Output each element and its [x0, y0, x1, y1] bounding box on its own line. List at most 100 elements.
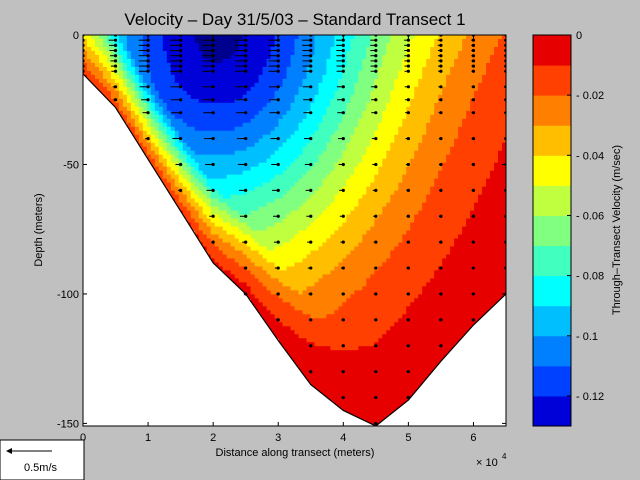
contour-cell	[366, 378, 371, 383]
contour-cell	[210, 122, 216, 128]
contour-cell	[226, 190, 232, 196]
contour-cell	[230, 206, 236, 212]
contour-cell	[310, 146, 316, 152]
contour-cell	[394, 218, 399, 224]
contour-cell	[158, 146, 164, 152]
contour-cell	[258, 94, 264, 100]
contour-cell	[378, 254, 383, 260]
contour-cell	[190, 42, 196, 48]
contour-cell	[382, 238, 387, 244]
contour-cell	[302, 118, 308, 124]
contour-cell	[354, 226, 359, 232]
contour-cell	[326, 230, 332, 236]
contour-cell	[310, 194, 316, 200]
contour-cell	[398, 326, 403, 331]
contour-cell	[318, 74, 324, 80]
contour-cell	[282, 238, 288, 244]
contour-cell	[214, 38, 220, 44]
contour-cell	[342, 198, 347, 204]
contour-cell	[366, 246, 371, 252]
contour-cell	[346, 402, 351, 407]
contour-cell	[382, 378, 387, 383]
contour-cell	[262, 210, 268, 216]
contour-cell	[378, 330, 383, 335]
contour-cell	[266, 310, 272, 315]
contour-cell	[342, 390, 347, 395]
contour-cell	[150, 134, 156, 140]
contour-cell	[394, 166, 399, 172]
contour-cell	[158, 50, 164, 56]
contour-cell	[214, 130, 220, 136]
contour-cell	[286, 326, 292, 331]
contour-cell	[83, 58, 88, 64]
contour-cell	[366, 170, 371, 176]
contour-cell	[334, 110, 339, 116]
contour-cell	[290, 170, 296, 176]
contour-cell	[262, 154, 268, 160]
contour-cell	[262, 62, 268, 68]
contour-cell	[178, 190, 184, 196]
contour-cell	[342, 350, 347, 355]
contour-cell	[238, 246, 244, 252]
contour-cell	[94, 74, 100, 80]
contour-cell	[142, 66, 148, 72]
contour-cell	[390, 174, 395, 180]
contour-cell	[350, 122, 355, 128]
contour-cell	[306, 86, 312, 92]
contour-cell	[258, 46, 264, 52]
contour-cell	[386, 386, 391, 391]
contour-cell	[210, 218, 216, 224]
contour-cell	[278, 102, 284, 108]
contour-cell	[226, 62, 232, 68]
contour-cell	[370, 234, 375, 240]
contour-cell	[354, 110, 359, 116]
contour-cell	[386, 242, 391, 248]
contour-cell	[238, 266, 244, 271]
contour-cell	[382, 42, 387, 48]
contour-cell	[302, 290, 308, 295]
contour-cell	[122, 78, 128, 84]
contour-cell	[198, 54, 204, 60]
contour-cell	[150, 110, 156, 116]
contour-cell	[362, 330, 367, 335]
contour-cell	[246, 118, 252, 124]
contour-cell	[354, 366, 359, 371]
contour-cell	[182, 142, 188, 148]
contour-cell	[374, 198, 379, 204]
contour-cell	[326, 70, 332, 76]
contour-cell	[394, 178, 399, 184]
contour-cell	[382, 406, 387, 411]
contour-cell	[206, 202, 212, 208]
contour-cell	[326, 190, 332, 196]
contour-cell	[230, 142, 236, 148]
contour-cell	[206, 150, 212, 156]
contour-cell	[150, 162, 156, 168]
contour-cell	[370, 266, 375, 271]
contour-cell	[94, 58, 100, 64]
contour-cell	[326, 66, 332, 72]
contour-cell	[334, 202, 339, 208]
contour-cell	[250, 54, 256, 60]
contour-cell	[202, 74, 208, 80]
contour-cell	[266, 318, 272, 323]
contour-cell	[270, 310, 276, 315]
contour-cell	[250, 66, 256, 72]
contour-cell	[234, 278, 240, 283]
contour-cell	[294, 186, 300, 192]
contour-cell	[370, 354, 375, 359]
contour-cell	[326, 362, 332, 367]
contour-cell	[322, 218, 328, 224]
contour-cell	[298, 146, 304, 152]
contour-cell	[282, 142, 288, 148]
contour-cell	[286, 242, 292, 248]
contour-cell	[202, 158, 208, 164]
contour-cell	[394, 346, 399, 351]
contour-cell	[314, 50, 320, 56]
contour-cell	[102, 66, 108, 72]
contour-cell	[83, 38, 88, 44]
contour-cell	[166, 102, 172, 108]
contour-cell	[298, 314, 304, 319]
contour-cell	[354, 410, 359, 415]
contour-cell	[362, 222, 367, 228]
contour-cell	[330, 114, 336, 120]
